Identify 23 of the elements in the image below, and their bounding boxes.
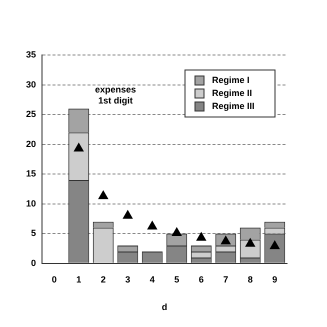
x-tick-label: 9 bbox=[272, 274, 278, 284]
x-axis-title: d bbox=[162, 302, 168, 312]
x-tick-label: 4 bbox=[150, 274, 155, 284]
annotation: expenses 1st digit bbox=[94, 84, 136, 106]
y-tick-label: 10 bbox=[26, 198, 36, 208]
x-tick-label: 6 bbox=[198, 274, 204, 284]
x-tick-label: 5 bbox=[174, 274, 180, 284]
x-tick-label: 3 bbox=[125, 274, 130, 284]
x-tick-label: 0 bbox=[52, 274, 57, 284]
legend-label: Regime I bbox=[212, 74, 250, 85]
y-tick-label: 0 bbox=[30, 258, 36, 268]
x-tick-label: 2 bbox=[100, 274, 106, 284]
x-tick-label: 7 bbox=[223, 274, 228, 284]
y-tick-label: 5 bbox=[30, 228, 36, 238]
legend-label: Regime II bbox=[212, 88, 252, 98]
y-tick-label: 20 bbox=[26, 138, 36, 149]
y-tick-label: 35 bbox=[26, 49, 36, 60]
y-tick-label: 15 bbox=[26, 168, 36, 179]
legend-label: Regime III bbox=[212, 100, 255, 111]
x-tick-label: 1 bbox=[76, 274, 82, 284]
y-tick-label: 25 bbox=[26, 109, 36, 120]
y-tick-label: 30 bbox=[26, 79, 36, 90]
x-tick-label: 8 bbox=[248, 274, 253, 284]
